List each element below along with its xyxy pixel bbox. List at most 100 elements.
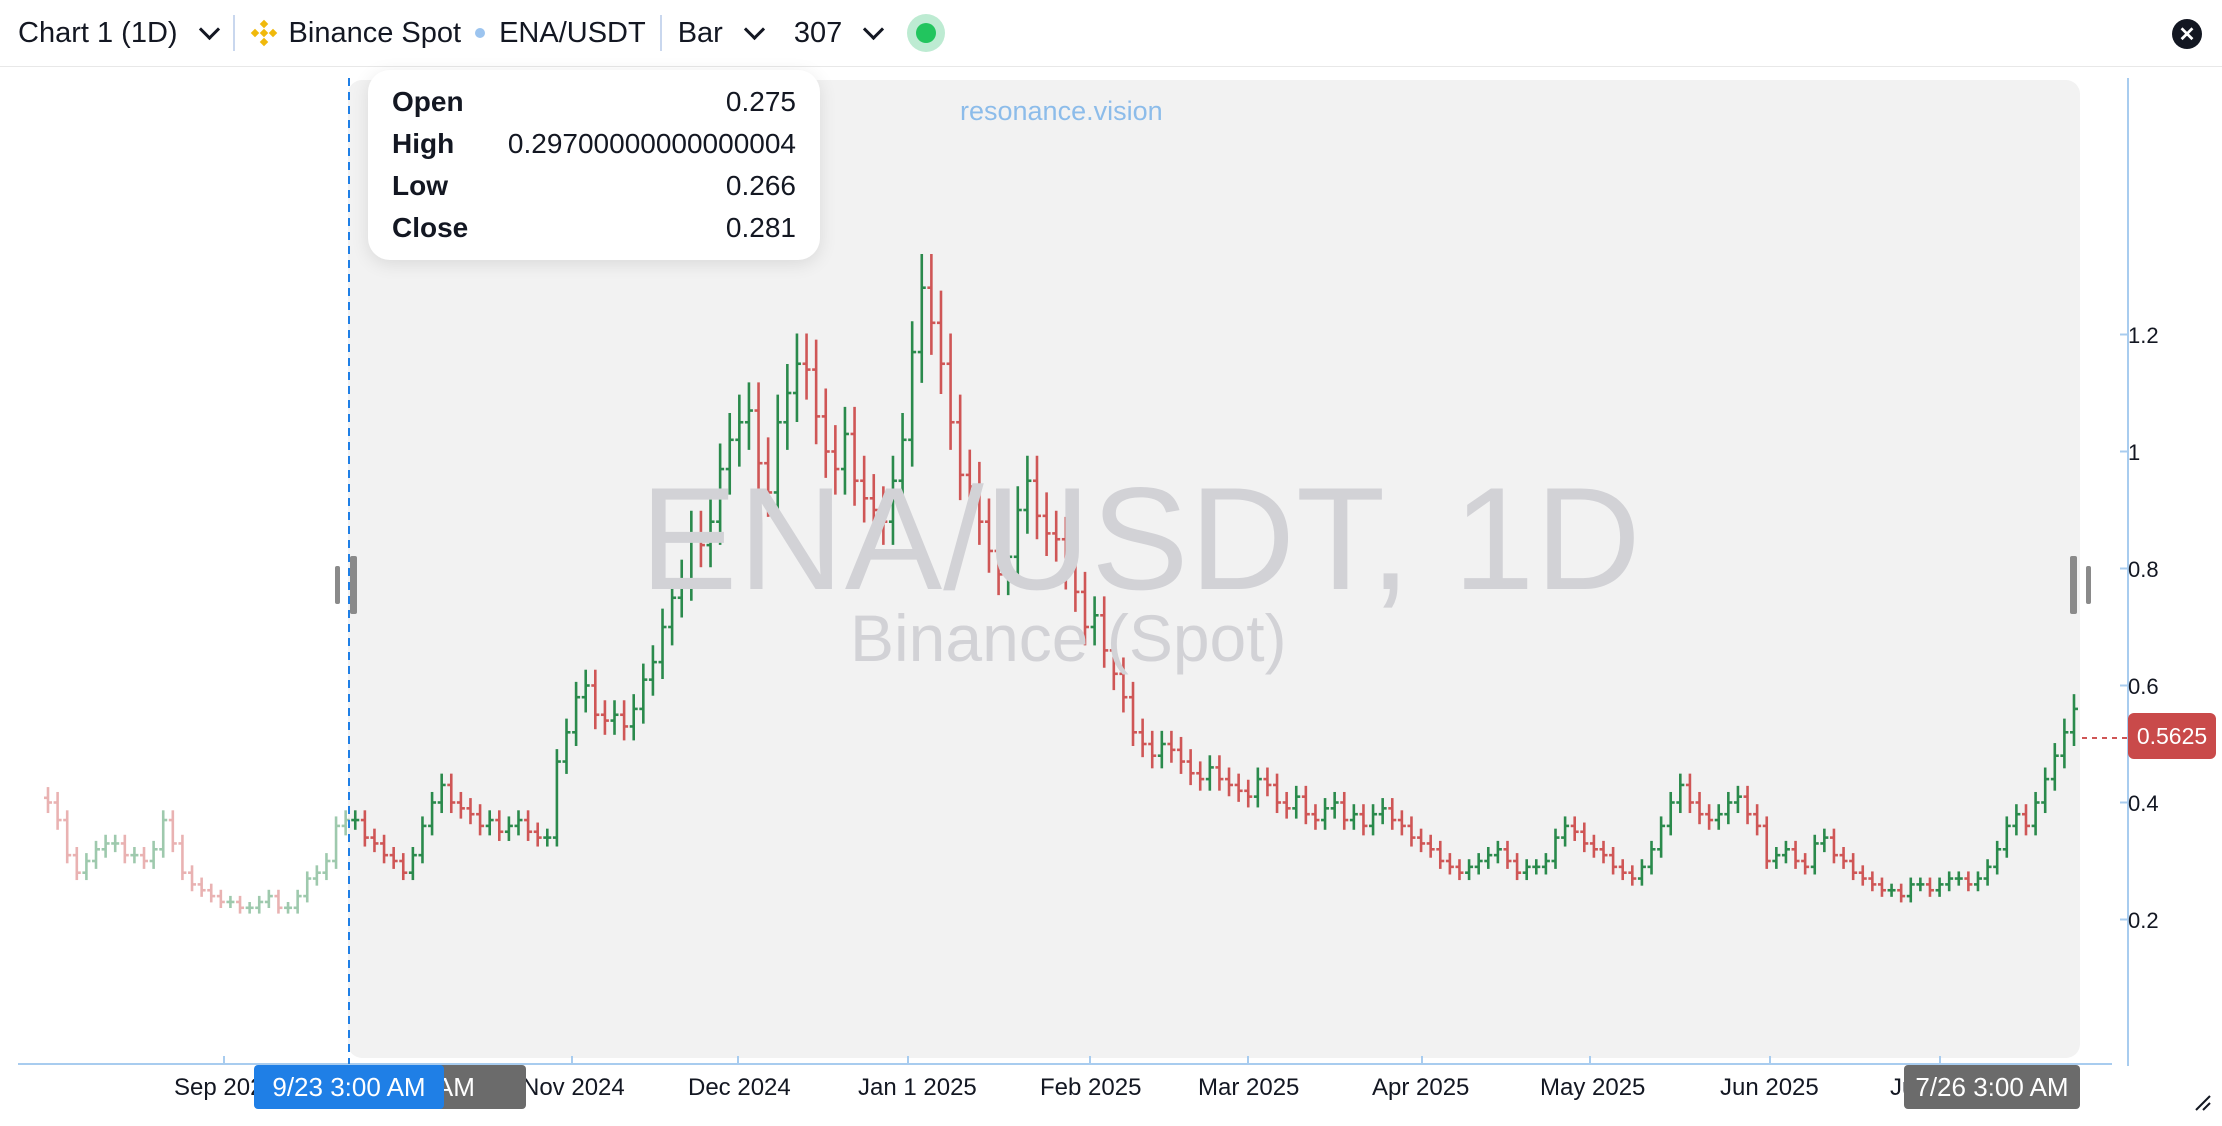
chart-canvas[interactable] [0, 66, 2222, 1126]
ohlc-bar [965, 449, 974, 512]
ohlc-bar [159, 810, 168, 858]
open-value: 0.275 [725, 86, 796, 117]
ohlc-bar [572, 681, 581, 746]
ohlc-bar [1714, 804, 1723, 830]
resize-handle-icon[interactable] [2194, 1094, 2212, 1112]
price-tick-label: 1.2 [2128, 322, 2159, 348]
range-end-time-tag[interactable]: 7/26 3:00 AM [1904, 1065, 2080, 1109]
ohlc-bar [879, 486, 888, 545]
ohlc-bar [428, 791, 437, 836]
ohlc-bar [197, 877, 206, 897]
ohlc-bar [1503, 840, 1512, 869]
ohlc-bar [456, 791, 465, 819]
ohlc-bar [869, 474, 878, 534]
ohlc-bar [1359, 804, 1368, 836]
chart-title-dropdown[interactable]: Chart 1 (1D) [18, 17, 225, 50]
ohlc-bar [725, 412, 734, 495]
ohlc-bar [1522, 859, 1531, 881]
ohlc-bar [1858, 865, 1867, 886]
ohlc-bar [1647, 840, 1656, 875]
ohlc-bar [466, 798, 475, 825]
ohlc-bar [1378, 798, 1387, 825]
chevron-down-icon [743, 18, 765, 40]
ohlc-bar [101, 834, 110, 858]
high-value: 0.29700000000000004 [507, 128, 796, 159]
ohlc-bar [1177, 736, 1186, 774]
ohlc-bar [399, 853, 408, 881]
bar-count-dropdown[interactable]: 307 [794, 17, 889, 50]
ohlc-bar [1791, 840, 1800, 869]
ohlc-bar [629, 694, 638, 741]
ohlc-bar [696, 510, 705, 568]
ohlc-bar [1906, 877, 1915, 903]
close-label: Close [392, 212, 469, 243]
ohlc-bar [1839, 846, 1848, 869]
ohlc-bar [72, 846, 81, 881]
live-dot-icon [916, 23, 937, 43]
selected-range-background [348, 80, 2080, 1058]
ohlc-bar [591, 669, 600, 730]
ohlc-bar [1964, 871, 1973, 892]
ohlc-tooltip: Open 0.275 High 0.29700000000000004 Low 0.2… [368, 70, 820, 260]
ohlc-bar [936, 290, 945, 395]
ohlc-bar [1311, 804, 1320, 830]
ohlc-bar [370, 828, 379, 853]
ohlc-bar [821, 388, 830, 478]
ohlc-bar [226, 895, 235, 909]
ohlc-bar [1330, 791, 1339, 819]
ohlc-bar [1023, 455, 1032, 534]
ohlc-bar [303, 871, 312, 903]
close-icon[interactable]: ✕ [2172, 19, 2202, 49]
ohlc-bar [744, 382, 753, 450]
ohlc-bar [1455, 859, 1464, 881]
ohlc-bar [888, 455, 897, 545]
ohlc-bar [840, 406, 849, 495]
ohlc-bar [63, 810, 72, 864]
ohlc-bar [1484, 846, 1493, 869]
ohlc-bar [1474, 853, 1483, 875]
ohlc-bar [1810, 834, 1819, 875]
ohlc-bar [1743, 785, 1752, 825]
ohlc-bar [1129, 681, 1138, 746]
ohlc-bar [120, 834, 129, 864]
ohlc-bar [1551, 828, 1560, 869]
close-value: 0.281 [725, 212, 796, 243]
ohlc-bar [1071, 547, 1080, 612]
range-right-grip[interactable] [2086, 566, 2091, 604]
ohlc-bar [389, 846, 398, 869]
ohlc-bar [1877, 877, 1886, 897]
ohlc-bar [44, 787, 52, 814]
live-status-indicator[interactable] [907, 14, 946, 52]
range-left-grip[interactable] [335, 566, 340, 604]
chart-style-dropdown[interactable]: Bar [678, 17, 770, 50]
ohlc-bar [620, 700, 629, 741]
ohlc-bar [1061, 516, 1070, 590]
last-price-tag: 0.5625 [2128, 713, 2216, 759]
ohlc-bar [476, 804, 485, 836]
ohlc-bar [149, 840, 158, 869]
symbol-label: ENA/USDT [499, 16, 646, 49]
ohlc-bar [706, 498, 715, 568]
ohlc-bar [1407, 816, 1416, 847]
ohlc-bar [1042, 492, 1051, 557]
ohlc-bar [984, 498, 993, 573]
time-tick-label: Jun 2025 [1720, 1074, 1819, 1101]
ohlc-bar [1772, 846, 1781, 869]
chart-style-label: Bar [677, 16, 723, 49]
toolbar-divider [232, 15, 235, 51]
ohlc-bar [773, 394, 782, 517]
price-tick-label: 0.4 [2128, 790, 2159, 816]
exchange-selector[interactable]: Binance Spot [249, 17, 461, 50]
ohlc-bar [207, 883, 216, 903]
crosshair-time-tag: 9/23 3:00 AM [254, 1065, 444, 1109]
ohlc-bar [1301, 785, 1310, 825]
ohlc-bar [677, 559, 686, 618]
ohlc-bar [668, 578, 677, 646]
ohlc-bar [1724, 791, 1733, 825]
range-left-handle[interactable] [350, 556, 357, 614]
symbol-selector[interactable]: ENA/USDT [499, 17, 646, 50]
ohlc-bar [1609, 846, 1618, 875]
ohlc-bar [1369, 804, 1378, 836]
range-right-handle[interactable] [2070, 556, 2077, 614]
ohlc-bar [408, 846, 417, 881]
